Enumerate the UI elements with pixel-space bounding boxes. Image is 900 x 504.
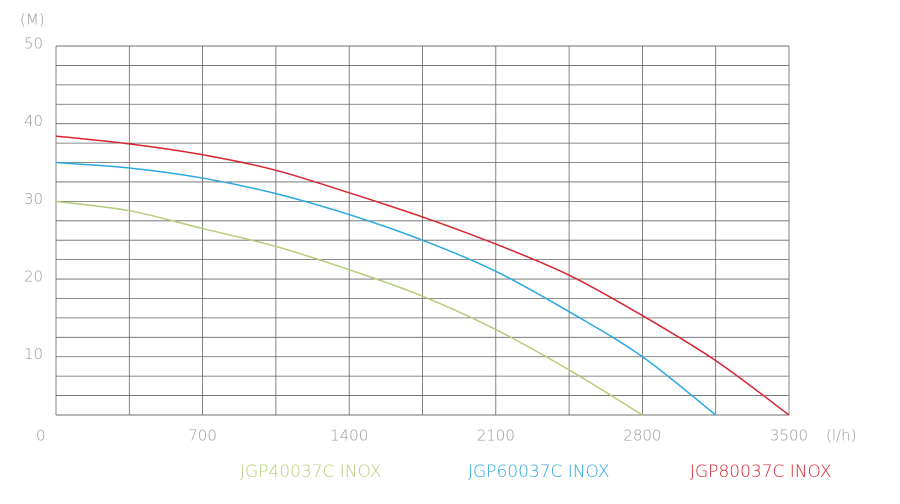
series-line bbox=[55, 135, 790, 416]
y-tick-label: 50 bbox=[24, 35, 43, 53]
x-unit-label: (l/h) bbox=[826, 427, 856, 445]
y-unit-label: (M) bbox=[20, 11, 45, 29]
series-line bbox=[55, 161, 717, 416]
x-tick-label: 2800 bbox=[623, 427, 661, 445]
legend-label: JGP40037C INOX bbox=[240, 462, 381, 482]
y-tick-label: 20 bbox=[24, 268, 43, 286]
x-tick-label: 700 bbox=[188, 427, 217, 445]
x-tick-label: 3500 bbox=[770, 427, 808, 445]
legend-label: JGP60037C INOX bbox=[468, 462, 609, 482]
x-tick-label: 2100 bbox=[477, 427, 515, 445]
y-tick-label: 10 bbox=[24, 345, 43, 363]
series-line bbox=[55, 200, 643, 416]
y-tick-label: 40 bbox=[24, 112, 43, 130]
legend-label: JGP80037C INOX bbox=[690, 462, 831, 482]
x-tick-label: 0 bbox=[36, 427, 46, 445]
y-tick-label: 30 bbox=[24, 190, 43, 208]
x-tick-label: 1400 bbox=[330, 427, 368, 445]
